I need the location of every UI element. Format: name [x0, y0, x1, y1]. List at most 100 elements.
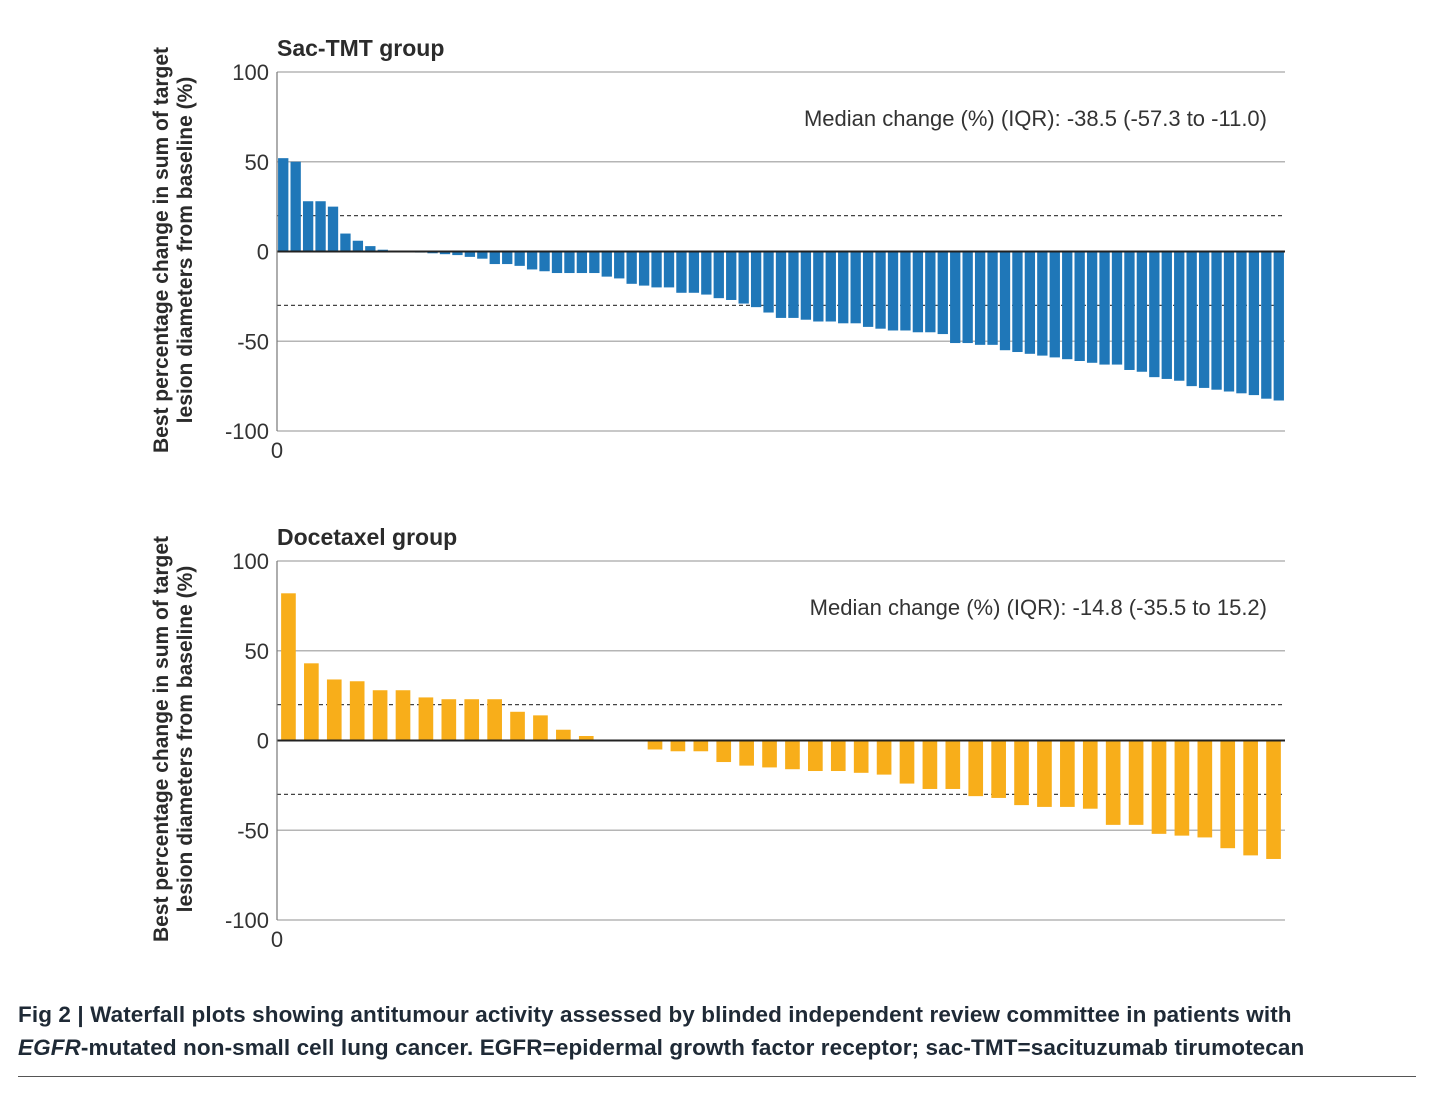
sac-bar — [825, 251, 836, 322]
sac-bar — [551, 251, 563, 274]
sac-bar — [1062, 251, 1073, 360]
sac-bar — [638, 251, 650, 286]
sac-bar — [526, 251, 538, 270]
doc-chart-title: Docetaxel group — [277, 524, 457, 550]
doc-bar — [326, 679, 342, 741]
doc-bar — [1037, 740, 1052, 807]
doc-bar — [487, 699, 502, 741]
sac-bar — [601, 251, 612, 277]
sac-bar — [1124, 251, 1135, 370]
doc-bar — [418, 697, 434, 741]
sac-y-tick-label: -100 — [225, 419, 269, 444]
sac-bar — [651, 251, 662, 288]
sac-bar — [676, 251, 687, 293]
doc-bar — [830, 740, 846, 772]
sac-bar — [1136, 251, 1148, 372]
doc-bar — [785, 740, 800, 770]
sac-y-axis-label-line: lesion diameters from baseline (%) — [174, 77, 197, 424]
sac-bar — [1174, 251, 1185, 381]
sac-bar — [663, 251, 675, 288]
doc-bar — [281, 593, 296, 741]
sac-bar — [290, 161, 301, 252]
doc-bar — [510, 711, 525, 741]
sac-bar — [838, 251, 849, 324]
doc-y-tick-label: 0 — [257, 729, 269, 754]
sac-bar — [439, 251, 451, 255]
doc-bar — [991, 740, 1006, 798]
doc-bar — [922, 740, 938, 789]
sac-bar — [701, 251, 712, 295]
sac-bar — [1236, 251, 1247, 394]
doc-bar — [876, 740, 892, 775]
sac-bar — [614, 251, 625, 279]
sac-bar — [278, 158, 289, 252]
sac-bar — [489, 251, 500, 265]
sac-bar — [1149, 251, 1160, 378]
sac-y-tick-label: 50 — [245, 150, 269, 175]
sac-bar — [539, 251, 550, 272]
figure-caption: Fig 2 | Waterfall plots showing antitumo… — [18, 998, 1418, 1064]
doc-y-axis-label-line: lesion diameters from baseline (%) — [174, 566, 197, 913]
sac-bar — [1074, 251, 1085, 361]
doc-bar — [693, 740, 709, 752]
doc-bar — [762, 740, 777, 768]
sac-bar — [327, 206, 339, 252]
sac-bar — [626, 251, 637, 284]
doc-bar — [1220, 740, 1236, 849]
doc-bar — [1105, 740, 1121, 825]
sac-bar — [800, 251, 812, 320]
sac-bar — [788, 251, 799, 318]
sac-bar — [1037, 251, 1048, 356]
sac-bar — [688, 251, 700, 293]
sac-bar — [775, 251, 787, 318]
sac-bar — [464, 251, 476, 257]
sac-x-start-label: 0 — [271, 438, 283, 463]
doc-bar — [533, 715, 548, 741]
sac-bar — [1261, 251, 1272, 399]
sac-y-tick-label: 100 — [232, 60, 269, 85]
sac-bar — [912, 251, 924, 333]
sac-bar — [763, 251, 774, 313]
sac-bar — [1024, 251, 1036, 354]
caption-divider — [18, 1076, 1416, 1077]
doc-bar — [1151, 740, 1167, 834]
sac-bar — [987, 251, 998, 345]
sac-bar — [900, 251, 911, 331]
docetaxel-waterfall-panel: -100 -50 0 50 100 Docetaxel group Median chang… — [150, 524, 1285, 952]
caption-line-1: Fig 2 | Waterfall plots showing antitumo… — [18, 1002, 1292, 1027]
doc-bar — [1060, 740, 1075, 807]
doc-bar — [441, 699, 457, 741]
sac-bar — [1111, 251, 1123, 365]
sac-bar — [1161, 251, 1172, 379]
doc-y-tick-label: -50 — [237, 818, 269, 843]
sac-bar — [1012, 251, 1023, 353]
sac-bar — [887, 251, 899, 331]
sac-bar — [340, 233, 351, 252]
sac-chart-title: Sac-TMT group — [277, 35, 444, 61]
doc-bar — [968, 740, 984, 797]
doc-bar — [1197, 740, 1213, 838]
caption-line-2: -mutated non-small cell lung cancer. EGF… — [80, 1035, 1305, 1060]
sac-bar — [925, 251, 936, 333]
sac-bar — [502, 251, 513, 265]
sac-bar — [937, 251, 948, 335]
doc-bar — [1082, 740, 1098, 809]
sac-bar — [999, 251, 1011, 351]
sac-bar — [1099, 251, 1110, 365]
sac-bar — [862, 251, 874, 327]
sac-bar — [813, 251, 824, 322]
sac-bar — [974, 251, 986, 345]
sac-bar — [950, 251, 961, 344]
sac-bar — [750, 251, 762, 308]
waterfall-figure: -100 -50 0 50 100 Sac-TMT group Median change … — [150, 35, 1285, 952]
sac-bar — [1248, 251, 1260, 396]
sac-y-axis-label-line: Best percentage change in sum of target — [150, 47, 173, 453]
sac-bar — [365, 246, 376, 252]
sac-bar — [1186, 251, 1197, 387]
sac-bar — [477, 251, 488, 259]
sac-bar — [1198, 251, 1210, 388]
sac-bar — [1211, 251, 1222, 390]
doc-bar — [1266, 740, 1281, 859]
sac-bar — [315, 201, 326, 252]
doc-bar — [349, 681, 365, 741]
